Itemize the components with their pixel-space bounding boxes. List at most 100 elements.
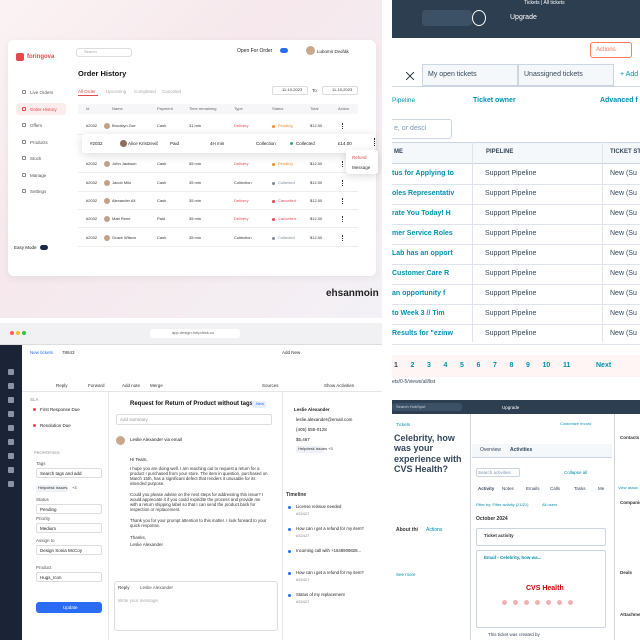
page-link[interactable]: 10: [542, 362, 551, 369]
panel: foringova Search Open For Order Lubomir Dvo…: [0, 0, 382, 318]
page-link[interactable]: 7: [493, 362, 497, 369]
actions-button[interactable]: [590, 42, 632, 58]
activity-tab[interactable]: Notes: [502, 486, 514, 491]
add-view[interactable]: + Add: [620, 71, 639, 78]
nav-icon[interactable]: [8, 467, 14, 473]
activity-tab[interactable]: Activity: [478, 486, 495, 491]
card: [8, 40, 376, 276]
nav-icon[interactable]: [8, 411, 14, 417]
filter[interactable]: Advanced f: [600, 97, 638, 104]
cell: Pending: [278, 161, 293, 166]
toolbar-button[interactable]: Add New: [282, 350, 301, 355]
action-menu[interactable]: [342, 198, 344, 204]
ticket-name[interactable]: rate You Today! H: [392, 210, 451, 217]
cell: Matt Rene: [112, 216, 131, 221]
upgrade[interactable]: Upgrade: [510, 14, 537, 21]
row-divider: [392, 244, 640, 245]
record-tab[interactable]: Overview: [480, 447, 501, 453]
column-header: Type: [234, 106, 243, 111]
view-tab-label[interactable]: My open tickets: [428, 71, 477, 78]
actions[interactable]: Actions: [596, 47, 616, 53]
popup-item[interactable]: Refund: [352, 155, 367, 160]
date-to-label: To: [312, 88, 317, 93]
tab[interactable]: Upcoming: [106, 89, 127, 94]
toolbar-button[interactable]: Sources: [262, 383, 279, 388]
nav-icon[interactable]: [8, 369, 14, 375]
tab[interactable]: Completed: [134, 89, 156, 94]
ticket-name[interactable]: mer Service Roles: [392, 230, 453, 237]
action-menu[interactable]: [342, 216, 344, 222]
ticket-name[interactable]: tus for Applying to: [392, 170, 454, 177]
next[interactable]: Next: [596, 362, 612, 369]
update-button[interactable]: [36, 602, 102, 613]
toolbar-button[interactable]: Show Activities: [324, 383, 355, 388]
action-menu[interactable]: [342, 180, 344, 186]
filter[interactable]: Ticket owner: [473, 97, 516, 104]
ticket-name[interactable]: to Week 3 // Tim: [392, 310, 445, 317]
ticket-name[interactable]: oles Representativ: [392, 190, 455, 197]
toggle[interactable]: [280, 48, 288, 53]
reply-placeholder: Write your message: [118, 598, 158, 603]
action-menu[interactable]: [342, 235, 344, 241]
nav-icon[interactable]: [8, 397, 14, 403]
nav-icon[interactable]: [8, 453, 14, 459]
brand: foringova: [27, 54, 55, 60]
menu-item[interactable]: Products: [30, 139, 48, 145]
page-link[interactable]: 9: [526, 362, 530, 369]
popup-item[interactable]: Message: [352, 165, 371, 170]
ticket-name[interactable]: an opportunity f: [392, 290, 446, 297]
nav-icon[interactable]: [8, 383, 14, 389]
menu-item[interactable]: Manage: [30, 172, 47, 178]
upgrade[interactable]: Upgrade: [502, 405, 520, 410]
page-link[interactable]: 6: [476, 362, 481, 369]
see-more[interactable]: See more: [396, 572, 416, 577]
toolbar-button[interactable]: Add note: [122, 383, 141, 388]
ticket-name[interactable]: Results for "ezinw: [392, 330, 453, 337]
page-link[interactable]: 3: [427, 362, 431, 369]
page-link[interactable]: 5: [460, 362, 464, 369]
toolbar-button[interactable]: Forward: [88, 383, 105, 388]
ticket-name[interactable]: Customer Care R: [392, 270, 450, 277]
activity-tab[interactable]: Emails: [526, 486, 540, 491]
record-tab[interactable]: Activities: [510, 447, 533, 453]
cell: #2032: [90, 141, 103, 146]
menu-item[interactable]: Settings: [30, 189, 47, 194]
page-link[interactable]: 4: [443, 362, 448, 369]
nav-icon[interactable]: [8, 439, 14, 445]
customize[interactable]: Customize record: [560, 421, 592, 426]
view-tab-label[interactable]: Unassigned tickets: [524, 71, 583, 78]
side-more[interactable]: View assoc: [618, 485, 639, 490]
toolbar-button[interactable]: Reply: [56, 383, 68, 388]
actions[interactable]: Actions: [426, 527, 443, 533]
page-link[interactable]: 8: [509, 362, 514, 369]
cell: #2032: [86, 235, 98, 240]
menu-item[interactable]: Offers: [30, 123, 43, 128]
page-link[interactable]: 2: [410, 362, 415, 369]
view-tab: [518, 64, 614, 86]
row-divider: [78, 172, 358, 173]
activity-tab[interactable]: Tasks: [574, 486, 586, 491]
action-menu[interactable]: [342, 123, 344, 129]
page-link[interactable]: 11: [563, 362, 571, 369]
nav-icon[interactable]: [8, 425, 14, 431]
tab[interactable]: Canceled: [162, 89, 182, 94]
menu-item[interactable]: Order History: [30, 106, 57, 112]
toolbar-button[interactable]: Merge: [150, 383, 163, 388]
easy-toggle[interactable]: [40, 245, 48, 250]
activity-tab[interactable]: Calls: [550, 486, 561, 491]
activity-tab[interactable]: Me: [598, 486, 605, 491]
action-menu[interactable]: [342, 161, 344, 167]
nav-icon[interactable]: [8, 481, 14, 487]
menu-item[interactable]: Stock: [30, 156, 42, 161]
close-icon[interactable]: [406, 72, 414, 80]
update[interactable]: Update: [63, 605, 78, 610]
tab[interactable]: All Order: [78, 89, 96, 94]
page-link[interactable]: 1: [394, 362, 398, 369]
filter[interactable]: Pipeline: [392, 97, 416, 104]
ticket-name[interactable]: Lab has an opport: [392, 250, 453, 257]
action-menu[interactable]: [374, 138, 376, 146]
back[interactable]: Tickets: [396, 422, 411, 427]
collapse[interactable]: Collapse all: [564, 470, 588, 475]
menu-item[interactable]: Live Orders: [30, 90, 54, 95]
add-button[interactable]: [472, 10, 486, 26]
